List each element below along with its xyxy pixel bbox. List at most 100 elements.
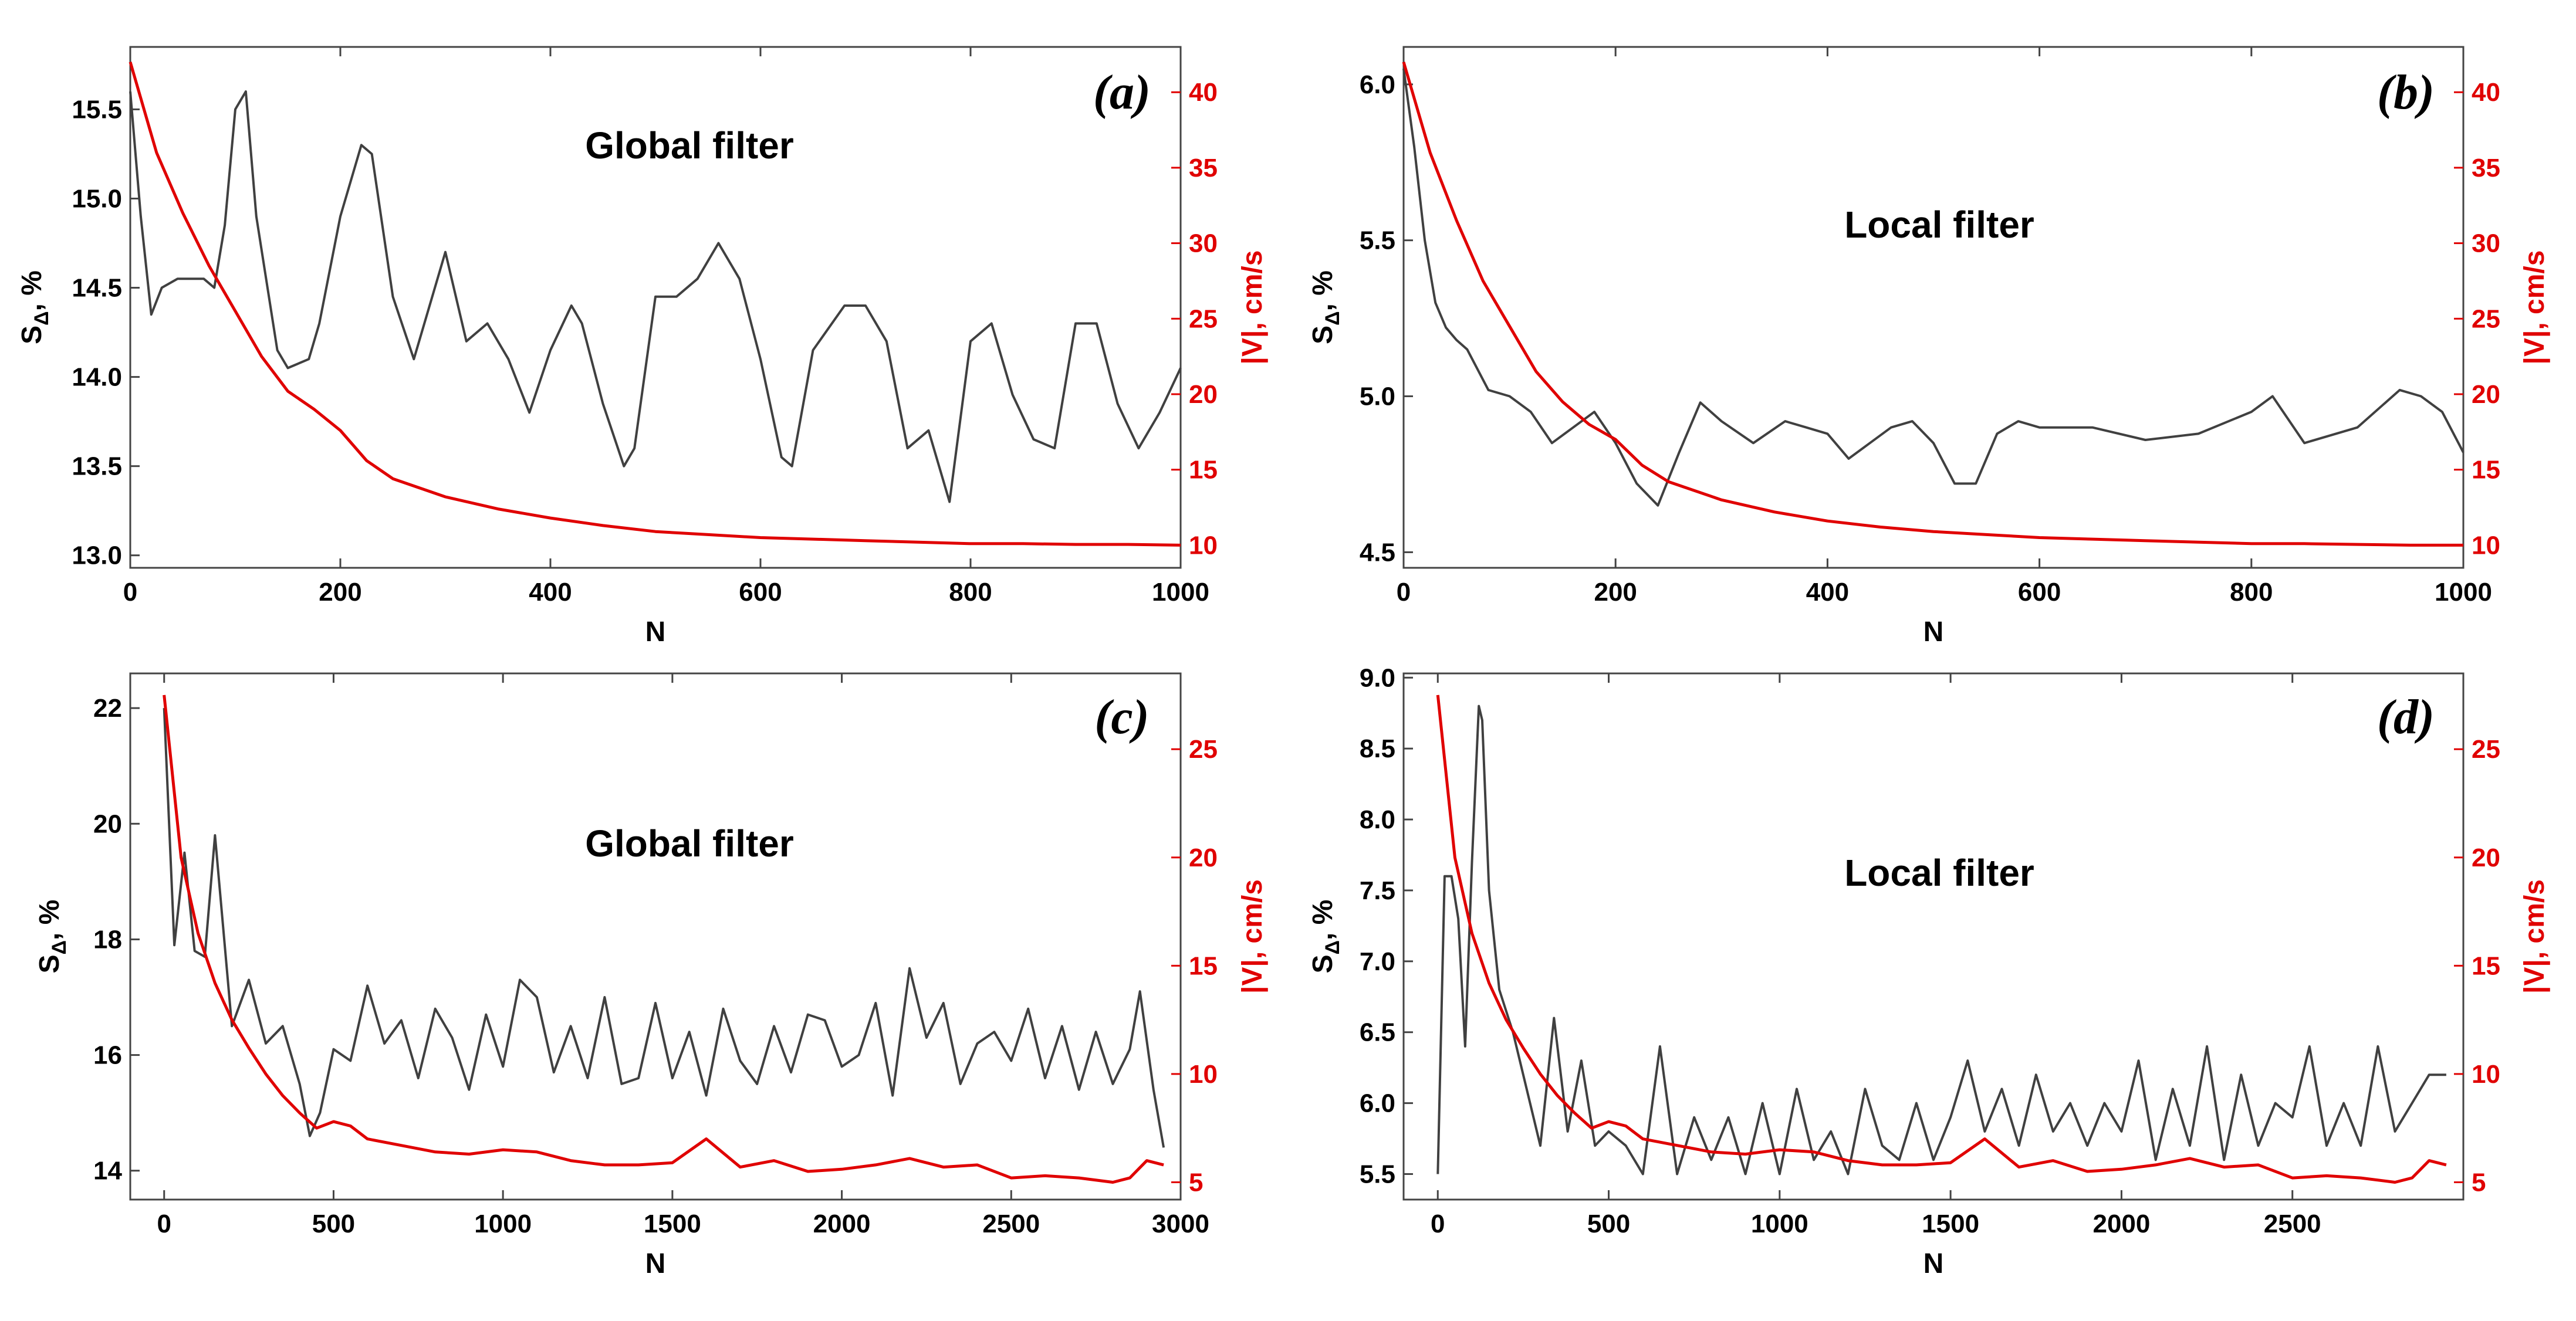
y-tick-label: 4.5 — [1360, 538, 1395, 567]
x-tick-label: 0 — [1397, 578, 1411, 607]
plot-frame — [129, 46, 1182, 569]
y-right-tick-label: 35 — [2472, 154, 2500, 182]
x-axis-label: N — [1923, 617, 1944, 648]
y-right-tick-label: 20 — [1189, 380, 1218, 409]
x-tick-label: 1000 — [1751, 1210, 1808, 1238]
y-right-tick-label: 10 — [1189, 1060, 1218, 1089]
y-right-tick-label: 5 — [1189, 1168, 1203, 1197]
panel-b: 0 200 400 600 800 1000 4.5 5.0 5.5 6.0 10 15 20 25 30 3… — [1307, 46, 2550, 648]
y-right-tick-label: 35 — [1189, 154, 1218, 182]
y-tick-label: 13.5 — [72, 452, 122, 481]
x-tick-label: 0 — [1431, 1210, 1445, 1238]
y-right-tick-label: 10 — [1189, 531, 1218, 560]
y-tick-label: 5.5 — [1360, 1160, 1395, 1188]
panel-title: Global filter — [585, 822, 794, 865]
x-tick-label: 1000 — [1152, 578, 1209, 607]
x-tick-label: 500 — [312, 1210, 355, 1238]
velocity-series-line — [1402, 61, 2463, 547]
y-tick-label: 5.5 — [1360, 226, 1395, 255]
y-right-tick-label: 30 — [1189, 229, 1218, 258]
x-tick-label: 400 — [1806, 578, 1849, 607]
y-tick-label: 9.0 — [1360, 663, 1395, 692]
y-tick-label: 22 — [93, 694, 122, 723]
velocity-series-line — [1436, 695, 2447, 1184]
x-tick-label: 2000 — [813, 1210, 871, 1238]
y-right-tick-label: 40 — [1189, 78, 1218, 107]
x-tick-label: 2500 — [982, 1210, 1040, 1238]
y-tick-label: 16 — [93, 1041, 122, 1070]
x-tick-label: 1000 — [2435, 578, 2492, 607]
y-right-tick-label: 15 — [2472, 456, 2500, 485]
x-tick-label: 2000 — [2092, 1210, 2150, 1238]
x-tick-label: 800 — [2230, 578, 2273, 607]
y-tick-label: 13.0 — [72, 541, 122, 570]
y-right-tick-label: 25 — [1189, 735, 1218, 764]
y-tick-label: 6.5 — [1360, 1018, 1395, 1047]
y-right-axis-label: |V|, cm/s — [1237, 250, 1268, 365]
y-tick-label: 14.5 — [72, 274, 122, 303]
x-tick-label: 1500 — [644, 1210, 701, 1238]
x-axis-label: N — [1923, 1248, 1944, 1279]
y-right-tick-label: 25 — [2472, 304, 2500, 333]
y-right-tick-label: 10 — [2472, 531, 2500, 560]
velocity-series-line — [129, 62, 1181, 547]
y-tick-label: 15.0 — [72, 184, 122, 213]
y-axis-label: SΔ, % — [34, 900, 70, 974]
y-tick-label: 7.0 — [1360, 947, 1395, 976]
panel-title: Local filter — [1844, 852, 2034, 894]
y-right-tick-label: 5 — [2472, 1168, 2486, 1197]
plot-frame — [129, 672, 1182, 1201]
x-tick-label: 600 — [739, 578, 782, 607]
y-right-tick-label: 20 — [2472, 844, 2500, 872]
x-tick-label: 600 — [2018, 578, 2061, 607]
x-tick-label: 2500 — [2264, 1210, 2321, 1238]
y-tick-label: 6.0 — [1360, 70, 1395, 99]
y-tick-label: 15.5 — [72, 95, 122, 124]
y-tick-label: 8.0 — [1360, 805, 1395, 834]
y-right-tick-label: 40 — [2472, 78, 2500, 107]
plot-frame — [1402, 672, 2465, 1201]
x-axis-label: N — [645, 1248, 666, 1279]
x-tick-label: 800 — [949, 578, 992, 607]
y-right-tick-label: 15 — [1189, 456, 1218, 485]
panel-title: Global filter — [585, 124, 794, 167]
y-tick-label: 8.5 — [1360, 734, 1395, 763]
y-tick-label: 14 — [93, 1157, 122, 1185]
s-delta-series-line — [129, 90, 1182, 503]
y-axis-label: SΔ, % — [1307, 900, 1344, 974]
panel-tag: (d) — [2377, 690, 2435, 744]
y-right-tick-label: 20 — [2472, 380, 2500, 409]
x-tick-label: 1000 — [474, 1210, 532, 1238]
panel-c: 0 500 1000 1500 2000 2500 3000 14 16 18 20 22 5 10 15 2… — [34, 672, 1268, 1279]
y-right-tick-label: 10 — [2472, 1060, 2500, 1089]
x-tick-label: 0 — [157, 1210, 171, 1238]
y-axis-label: SΔ, % — [16, 270, 53, 344]
y-right-axis-label: |V|, cm/s — [2519, 250, 2550, 365]
y-right-axis-label: |V|, cm/s — [1237, 879, 1268, 994]
s-delta-series-line — [1402, 68, 2465, 507]
panel-title: Local filter — [1844, 204, 2034, 246]
y-tick-label: 5.0 — [1360, 382, 1395, 411]
y-tick-label: 7.5 — [1360, 876, 1395, 905]
panel-tag: (c) — [1094, 690, 1149, 744]
y-right-tick-label: 15 — [2472, 951, 2500, 980]
panel-tag: (b) — [2377, 65, 2435, 120]
x-tick-label: 200 — [319, 578, 361, 607]
x-tick-label: 500 — [1587, 1210, 1630, 1238]
y-right-tick-label: 20 — [1189, 844, 1218, 872]
y-right-axis-label: |V|, cm/s — [2519, 879, 2550, 994]
y-tick-label: 6.0 — [1360, 1089, 1395, 1118]
y-right-tick-label: 25 — [1189, 304, 1218, 333]
s-delta-series-line — [163, 708, 1165, 1148]
panel-a: 0 200 400 600 800 1000 13.0 13.5 14.0 14.5 15.0 15.… — [16, 46, 1268, 648]
y-right-tick-label: 15 — [1189, 951, 1218, 980]
y-tick-label: 14.0 — [72, 363, 122, 392]
y-axis-label: SΔ, % — [1307, 270, 1344, 344]
panel-d: 0 500 1000 1500 2000 2500 5.5 6.0 6.5 7.0 7.5 8.0 8.… — [1307, 663, 2550, 1279]
x-tick-label: 200 — [1594, 578, 1637, 607]
y-tick-label: 20 — [93, 809, 122, 838]
x-tick-label: 0 — [123, 578, 137, 607]
x-axis-label: N — [645, 617, 666, 648]
plot-frame — [1402, 46, 2465, 569]
